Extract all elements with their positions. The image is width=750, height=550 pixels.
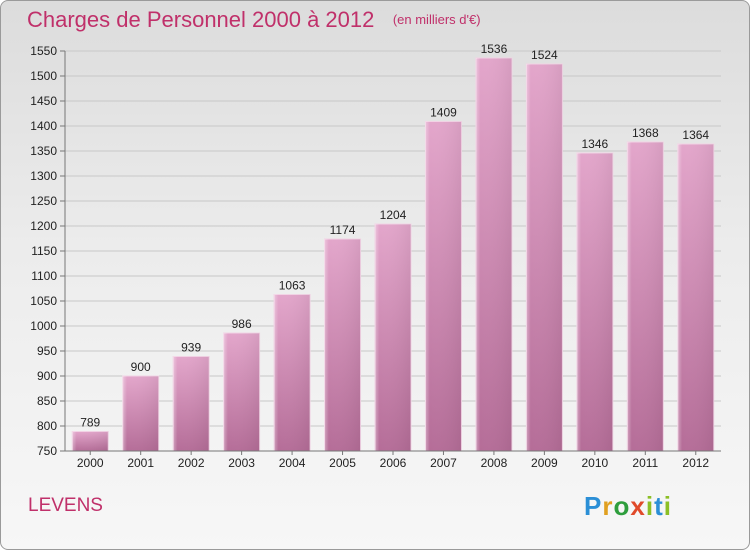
data-label: 1204 (380, 208, 407, 222)
x-tick-label: 2006 (380, 456, 407, 470)
x-tick-label: 2009 (531, 456, 558, 470)
chart-title: Charges de Personnel 2000 à 2012 (27, 7, 375, 32)
y-tick-label: 1050 (30, 294, 57, 308)
y-tick-label: 850 (37, 394, 57, 408)
data-label: 1346 (581, 137, 608, 151)
city-label: LEVENS (28, 495, 103, 516)
x-tick-label: 2004 (279, 456, 306, 470)
x-tick-label: 2000 (77, 456, 104, 470)
y-tick-label: 800 (37, 419, 57, 433)
chart-subtitle: (en milliers d'€) (392, 12, 481, 27)
data-label: 939 (181, 341, 201, 355)
x-tick-label: 2010 (581, 456, 608, 470)
data-label: 1368 (632, 126, 659, 140)
data-label: 1174 (330, 223, 356, 237)
bar-shine (324, 239, 361, 451)
bar-shine (223, 333, 260, 451)
y-tick-label: 1350 (30, 144, 57, 158)
x-tick-label: 2003 (228, 456, 255, 470)
bar-shine (425, 121, 462, 451)
y-axis: 750 800 850 900 950 1000 1050 1100 1150 1200 1250 1… (30, 44, 66, 458)
x-tick-label: 2008 (481, 456, 508, 470)
proxiti-logo: Proxiti (584, 491, 672, 521)
bar-shine (576, 153, 613, 451)
y-tick-label: 1450 (30, 94, 57, 108)
y-tick-label: 750 (37, 444, 57, 458)
bar-shine (677, 144, 714, 451)
y-tick-label: 1550 (30, 44, 57, 58)
y-tick-label: 1400 (30, 119, 57, 133)
x-tick-label: 2011 (632, 456, 658, 470)
bar-shine (72, 431, 109, 451)
title-row: Charges de Personnel 2000 à 2012 (en mil… (27, 7, 481, 33)
x-axis: 2000 2001 2002 2003 2004 2005 2006 2007 2008 2009… (65, 450, 721, 470)
y-tick-label: 1200 (30, 219, 57, 233)
x-tick-label: 2002 (178, 456, 205, 470)
bar-shine (627, 142, 664, 451)
bar-shine (274, 294, 311, 451)
y-tick-label: 950 (37, 344, 57, 358)
y-tick-label: 1100 (31, 269, 57, 283)
x-tick-label: 2007 (430, 456, 457, 470)
bar-shine (122, 376, 159, 451)
y-tick-label: 1500 (30, 69, 57, 83)
data-label: 900 (131, 360, 151, 374)
y-tick-label: 1250 (30, 194, 57, 208)
data-label: 1063 (279, 279, 306, 293)
y-tick-label: 900 (37, 369, 57, 383)
y-tick-label: 1150 (31, 244, 57, 258)
bar-shine (526, 64, 563, 451)
data-label: 789 (80, 416, 100, 430)
data-label: 1364 (682, 128, 709, 142)
bar-shine (475, 58, 512, 451)
data-label: 986 (232, 317, 252, 331)
data-label: 1409 (430, 106, 457, 120)
y-tick-label: 1300 (30, 169, 57, 183)
x-tick-label: 2001 (127, 456, 154, 470)
x-tick-label: 2012 (682, 456, 709, 470)
y-tick-label: 1000 (30, 319, 57, 333)
bar-shine (173, 356, 210, 451)
data-label: 1536 (481, 42, 508, 56)
bar-shine (375, 224, 411, 451)
x-tick-label: 2005 (329, 456, 356, 470)
bars: 789 900 939 986 1063 1174 1204 1409 1536 1524 1346… (71, 42, 715, 452)
data-label: 1524 (531, 48, 558, 62)
